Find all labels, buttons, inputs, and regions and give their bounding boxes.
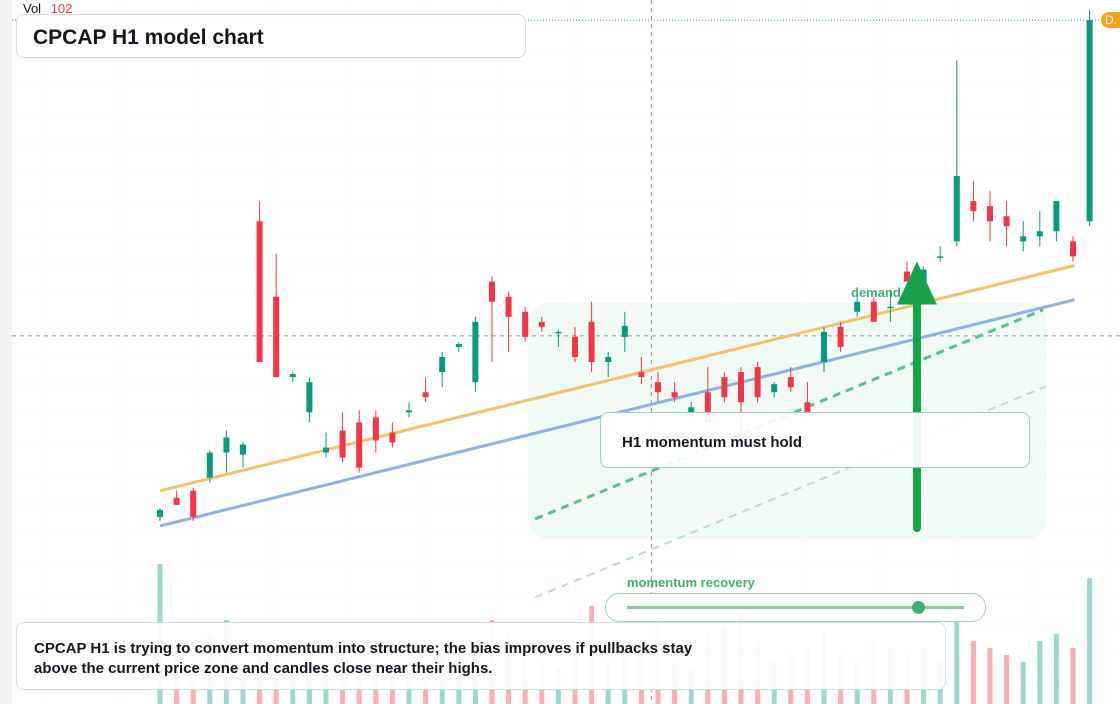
note-box: CPCAP H1 is trying to convert momentum i…	[16, 622, 946, 690]
volume-bar	[1070, 648, 1076, 704]
candle-body	[987, 206, 993, 222]
callout-box: H1 momentum must hold	[600, 412, 1030, 468]
candle-body	[870, 301, 877, 322]
candle-body	[771, 384, 778, 393]
volume-bar	[1053, 634, 1059, 704]
volume-bar	[1037, 641, 1043, 704]
candle-body	[206, 452, 213, 478]
candle-body	[256, 221, 263, 363]
candle-body	[671, 392, 678, 398]
candle-body	[937, 256, 944, 258]
candle-body	[754, 367, 761, 398]
candle-body	[356, 422, 363, 468]
vol-name: Vol	[23, 1, 42, 16]
slider-track	[627, 606, 964, 609]
candle-body	[389, 432, 396, 443]
volume-label: Vol 102	[23, 1, 72, 16]
candle-body	[804, 402, 811, 413]
candle-body	[555, 331, 562, 334]
candle-body	[455, 343, 462, 347]
volume-bar	[389, 676, 395, 704]
volume-bar	[1004, 655, 1010, 704]
candle-body	[190, 490, 197, 517]
candle-body	[621, 325, 628, 337]
title-box: CPCAP H1 model chart	[16, 14, 526, 58]
candle-body	[1020, 236, 1027, 242]
candle-body	[489, 281, 495, 302]
volume-bar	[456, 676, 462, 704]
candle-body	[306, 382, 313, 413]
callout-text: H1 momentum must hold	[622, 434, 803, 451]
candle-body	[837, 326, 844, 347]
candle-body	[1086, 20, 1093, 222]
volume-bar	[1087, 578, 1093, 704]
candle-body	[538, 321, 545, 327]
price-label: D.	[1101, 12, 1120, 28]
candle-body	[323, 447, 329, 453]
candle-body	[738, 372, 744, 403]
candle-body	[787, 377, 794, 388]
candle-body	[157, 509, 163, 517]
volume-bar	[987, 648, 993, 704]
vol-value: 102	[50, 1, 73, 16]
candle-body	[505, 296, 512, 317]
candle-body	[1053, 201, 1060, 232]
candle-body	[1003, 216, 1010, 227]
candle-body	[887, 306, 894, 309]
candle-body	[704, 392, 711, 423]
volume-bar	[970, 641, 976, 704]
arrow-head	[896, 261, 937, 305]
slider[interactable]	[605, 593, 986, 622]
slider-knob[interactable]	[912, 601, 925, 614]
candle-body	[655, 382, 661, 393]
candle-body	[904, 271, 910, 282]
candle-body	[472, 321, 479, 383]
candle-body	[240, 444, 246, 455]
candle-body	[289, 374, 296, 378]
candle-body	[572, 336, 578, 358]
slider-label: momentum recovery	[627, 575, 755, 590]
candle-body	[223, 437, 230, 453]
dashed-line	[534, 308, 1044, 521]
volume-bar	[290, 676, 296, 704]
candle-body	[821, 331, 827, 363]
candle-body	[953, 176, 960, 242]
candle-body	[605, 357, 612, 363]
chart-title: CPCAP H1 model chart	[33, 26, 264, 49]
candle-body	[721, 377, 728, 398]
candle-body	[1070, 241, 1076, 257]
volume-bar	[1020, 662, 1026, 704]
candle-body	[273, 296, 280, 378]
candle-body	[854, 301, 861, 312]
candle-body	[173, 497, 180, 505]
volume-bar	[954, 620, 960, 704]
candle-body	[522, 311, 529, 337]
candle-body	[339, 430, 346, 458]
candle-body	[1036, 231, 1043, 237]
candle-body	[638, 372, 645, 378]
candle-body	[422, 392, 429, 398]
candle-body	[372, 417, 379, 441]
candle-body	[688, 407, 695, 413]
candle-body	[406, 410, 412, 413]
candle-body	[439, 357, 446, 373]
candle-body	[588, 321, 595, 363]
note-text: CPCAP H1 is trying to convert momentum i…	[34, 640, 693, 677]
left-edge	[0, 0, 12, 704]
candle-body	[970, 201, 977, 212]
